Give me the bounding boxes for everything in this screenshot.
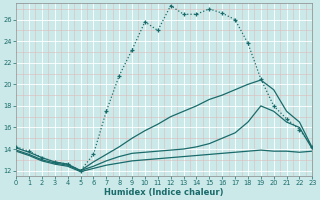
X-axis label: Humidex (Indice chaleur): Humidex (Indice chaleur) [105,188,224,197]
